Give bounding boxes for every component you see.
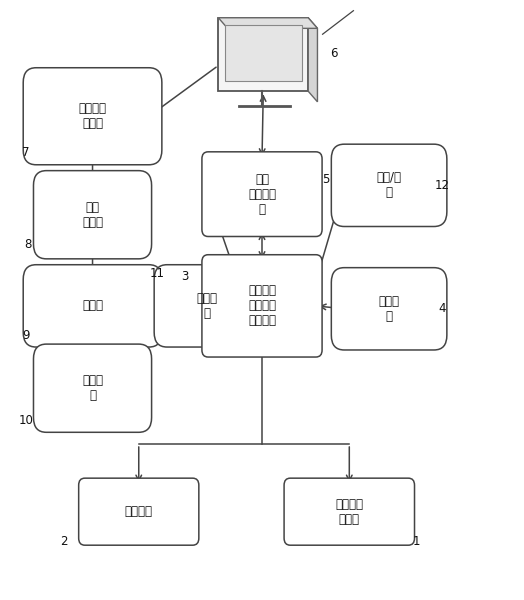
Text: 高频超声
换能器: 高频超声 换能器 [335, 497, 363, 526]
FancyBboxPatch shape [23, 68, 162, 165]
FancyBboxPatch shape [34, 344, 151, 432]
Text: 7: 7 [22, 146, 29, 160]
FancyBboxPatch shape [202, 152, 322, 236]
Text: 密度
衰减片: 密度 衰减片 [82, 201, 103, 229]
FancyBboxPatch shape [202, 255, 322, 357]
Text: 6: 6 [330, 47, 337, 59]
Text: 4: 4 [438, 302, 445, 316]
Text: 8: 8 [25, 238, 32, 251]
Text: 9: 9 [22, 329, 29, 342]
FancyBboxPatch shape [331, 144, 447, 226]
FancyBboxPatch shape [154, 265, 259, 347]
Text: 10: 10 [18, 414, 33, 427]
Text: 数据
采集控制
卡: 数据 采集控制 卡 [248, 173, 276, 215]
Text: 光功率
计: 光功率 计 [82, 374, 103, 402]
Text: 分束器: 分束器 [82, 299, 103, 313]
FancyBboxPatch shape [284, 478, 414, 545]
Text: 回撤装
置: 回撤装 置 [379, 295, 400, 323]
Text: 5: 5 [322, 173, 330, 186]
Polygon shape [308, 18, 318, 102]
Text: 3: 3 [181, 270, 189, 283]
Text: 光耦合
器: 光耦合 器 [196, 292, 217, 320]
Text: 注水/药
泵: 注水/药 泵 [377, 172, 401, 199]
Text: 光纤探头: 光纤探头 [125, 505, 153, 518]
Text: 12: 12 [434, 179, 449, 192]
FancyBboxPatch shape [331, 268, 447, 350]
Text: 2: 2 [61, 535, 68, 548]
FancyBboxPatch shape [79, 478, 199, 545]
Text: 含光纤及
注药管的
介入导管: 含光纤及 注药管的 介入导管 [248, 284, 276, 328]
FancyBboxPatch shape [34, 170, 151, 259]
Text: 11: 11 [149, 267, 164, 280]
FancyBboxPatch shape [23, 265, 162, 347]
Text: 可调脉冲
激光器: 可调脉冲 激光器 [79, 102, 106, 130]
Polygon shape [219, 18, 318, 28]
Text: 1: 1 [412, 535, 420, 548]
FancyBboxPatch shape [224, 25, 302, 80]
FancyBboxPatch shape [219, 18, 308, 91]
